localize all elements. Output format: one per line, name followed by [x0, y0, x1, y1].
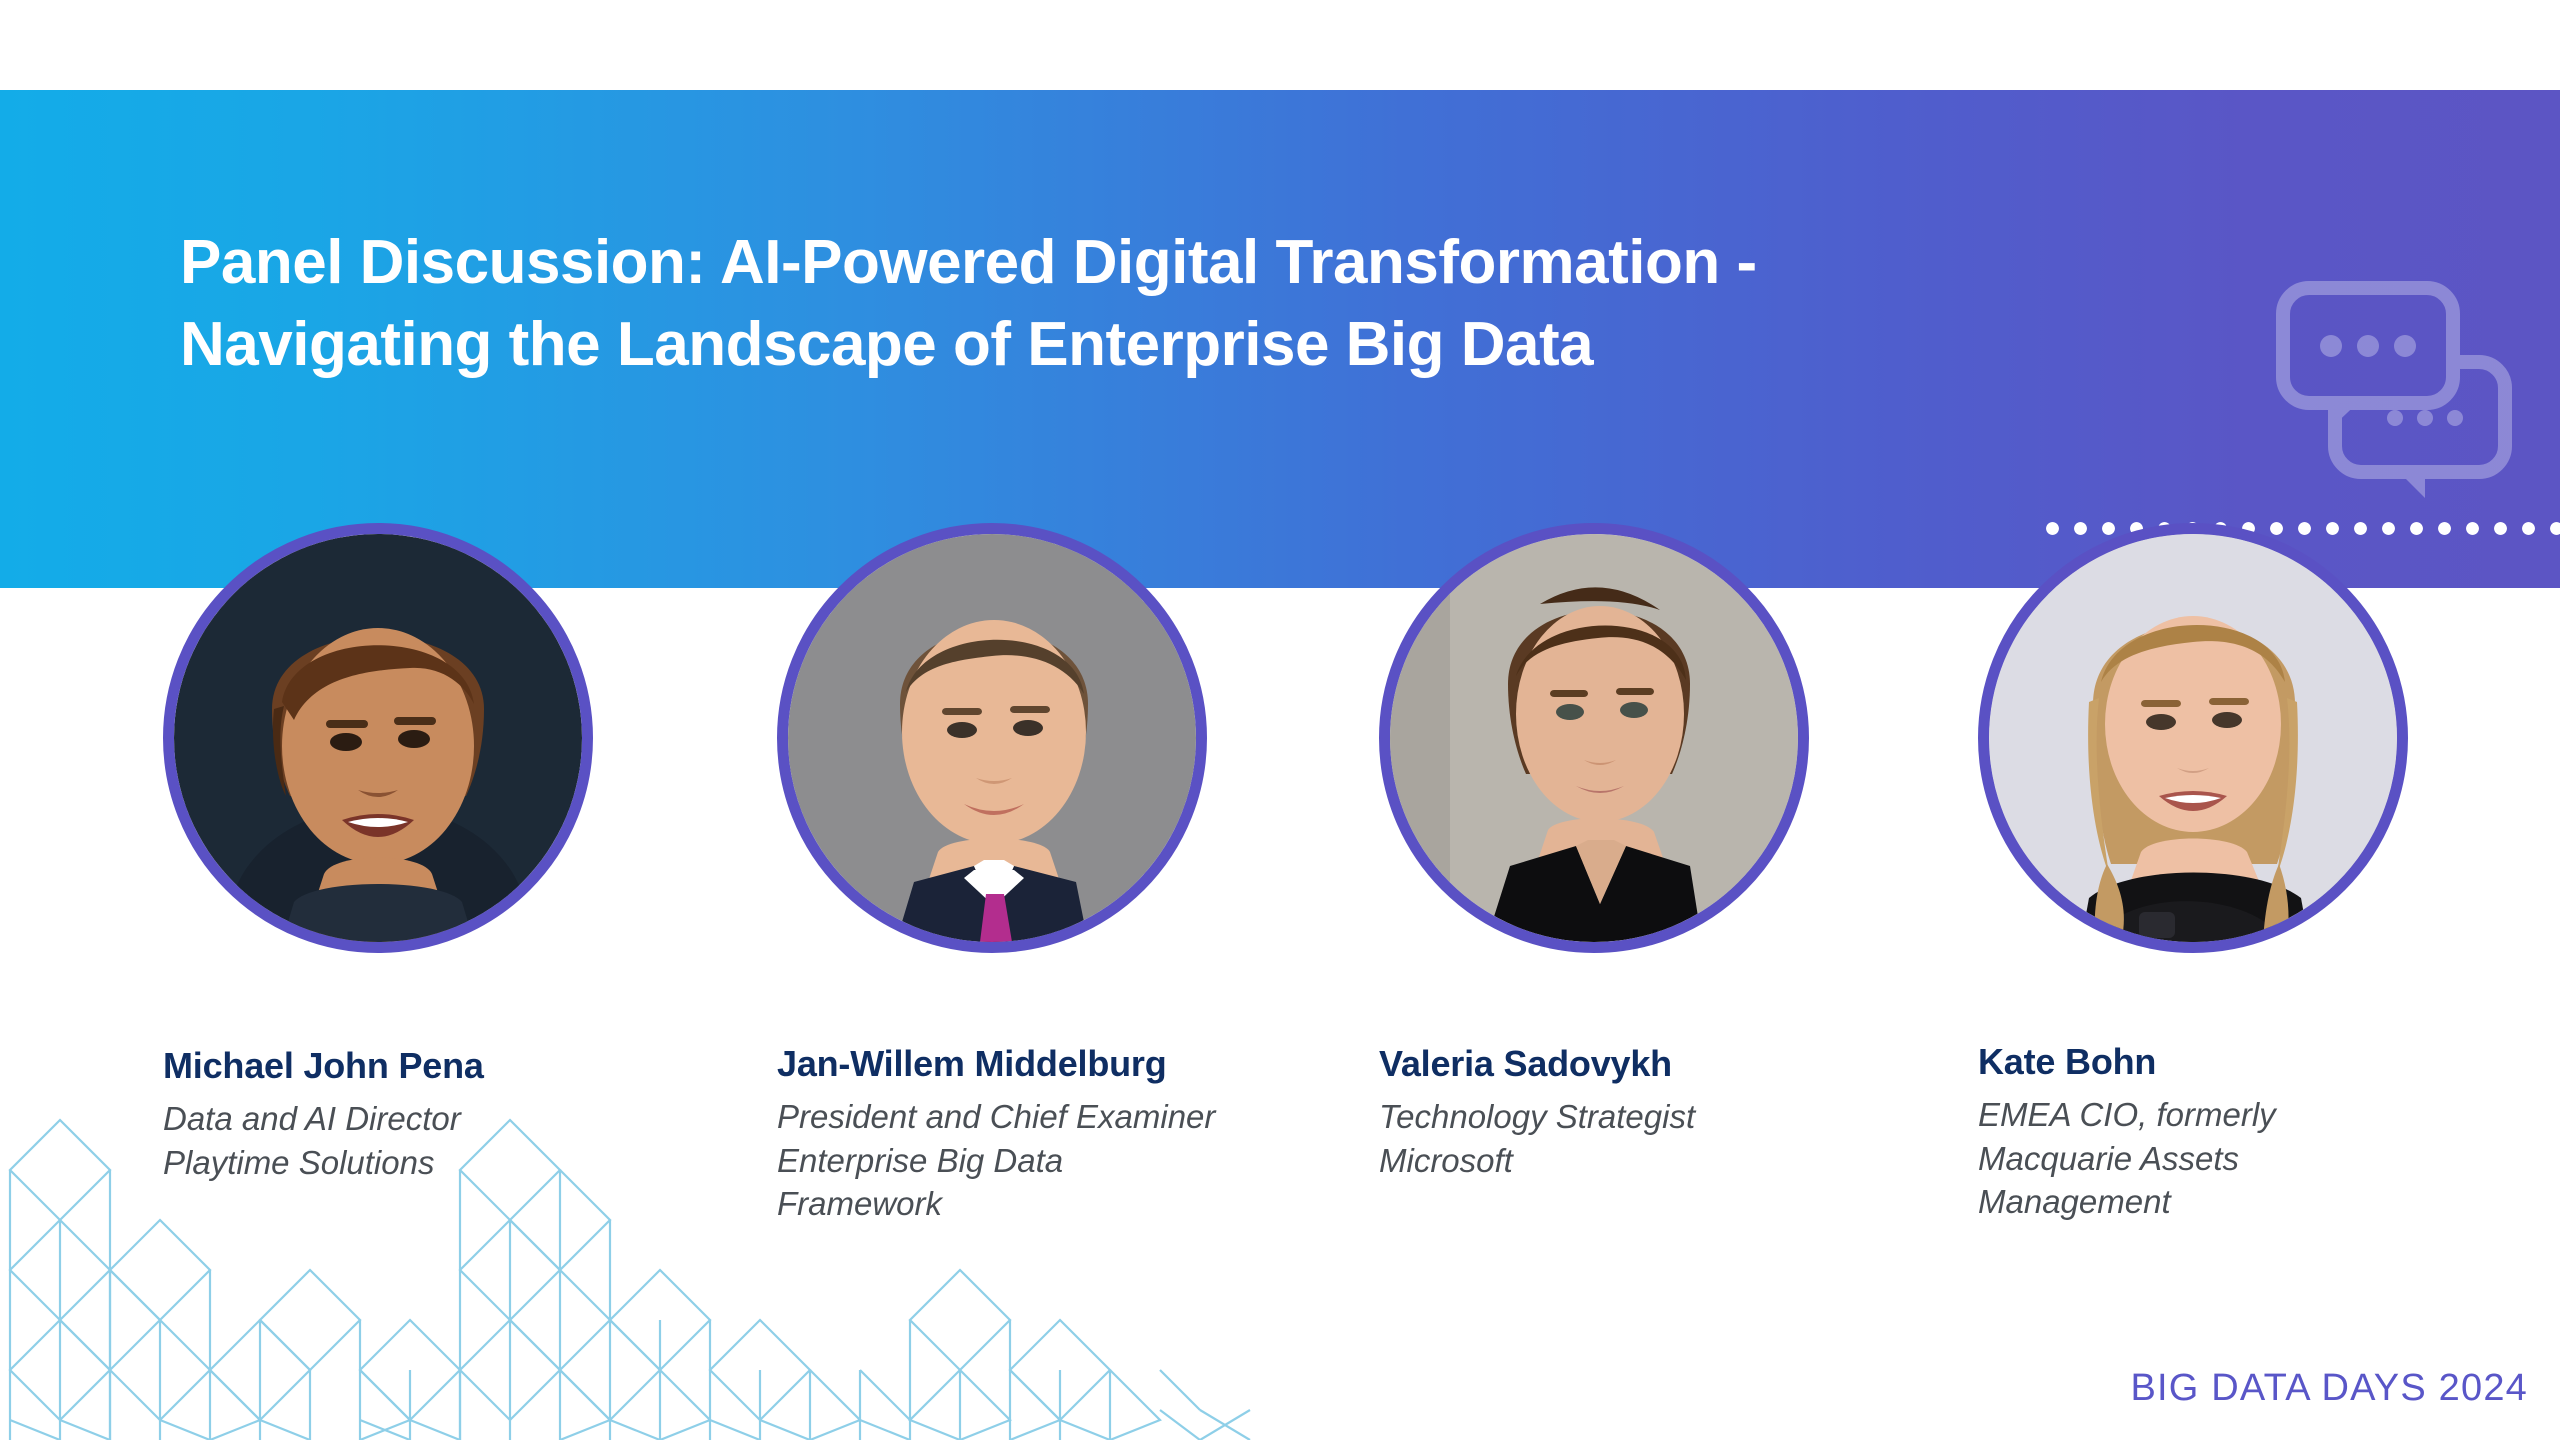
speaker-card: Jan-Willem Middelburg President and Chie… — [777, 523, 1337, 1226]
title-banner: Panel Discussion: AI-Powered Digital Tra… — [0, 90, 2560, 588]
speaker-card: Michael John Pena Data and AI Director P… — [163, 523, 723, 1184]
avatar — [1379, 523, 1809, 953]
chat-bubbles-icon — [2275, 280, 2535, 505]
avatar — [1978, 523, 2408, 953]
avatar — [777, 523, 1207, 953]
speaker-name: Valeria Sadovykh — [1379, 1043, 1672, 1084]
avatar — [163, 523, 593, 953]
speaker-role: Data and AI Director Playtime Solutions — [163, 1100, 461, 1181]
page-title: Panel Discussion: AI-Powered Digital Tra… — [180, 228, 1757, 380]
speaker-role: EMEA CIO, formerly Macquarie Assets Mana… — [1978, 1096, 2276, 1221]
speaker-role: President and Chief Examiner Enterprise … — [777, 1098, 1216, 1223]
speaker-name: Kate Bohn — [1978, 1041, 2157, 1082]
speaker-card: Valeria Sadovykh Technology Strategist M… — [1379, 523, 1939, 1182]
speaker-name: Jan-Willem Middelburg — [777, 1043, 1167, 1084]
speaker-role: Technology Strategist Microsoft — [1379, 1098, 1696, 1179]
footer-brand: BIG DATA DAYS 2024 — [2130, 1367, 2528, 1409]
speaker-name: Michael John Pena — [163, 1045, 484, 1086]
speaker-card: Kate Bohn EMEA CIO, formerly Macquarie A… — [1978, 523, 2538, 1224]
